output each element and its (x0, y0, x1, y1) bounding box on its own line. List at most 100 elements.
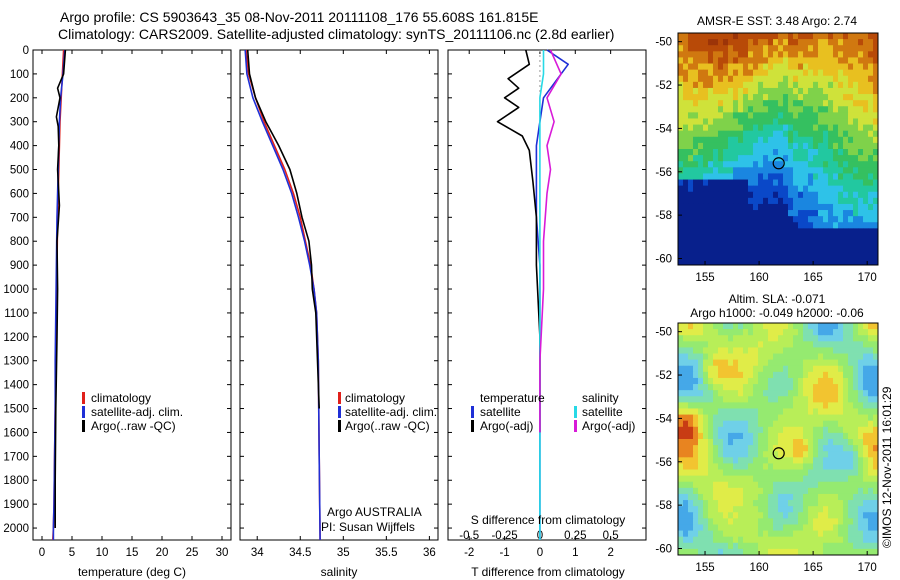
sla-cell (753, 506, 759, 513)
sst-cell (843, 240, 849, 248)
sla-cell (818, 457, 824, 464)
sla-cell (813, 347, 819, 354)
sst-cell (798, 142, 804, 150)
difference-xlabel-top: S difference from climatology (471, 513, 626, 527)
sla-cell (713, 329, 719, 336)
sla-cell (713, 377, 719, 385)
sla-cell (693, 475, 699, 483)
sla-cell (678, 548, 684, 556)
sst-cell (798, 240, 804, 248)
sst-cell (723, 246, 729, 254)
sst-cell (773, 39, 779, 46)
sst-cell (838, 197, 844, 205)
sla-cell (738, 463, 744, 470)
sla-cell (708, 323, 714, 330)
sla-cell (823, 439, 829, 446)
sla-cell (838, 481, 844, 489)
sla-cell (698, 390, 704, 397)
sst-cell (693, 106, 699, 113)
sla-cell (798, 469, 804, 477)
sst-cell (678, 112, 684, 119)
sst-cell (853, 124, 859, 132)
depth-tick-label: 300 (10, 117, 29, 129)
sst-cell (748, 75, 754, 83)
depth-tick-label: 1200 (3, 332, 29, 344)
sst-cell (718, 185, 724, 193)
sst-cell (813, 45, 819, 52)
sla-cell (808, 445, 814, 452)
sst-cell (813, 246, 819, 254)
sla-cell (738, 524, 744, 531)
sla-cell (713, 445, 719, 452)
sst-cell (783, 81, 789, 89)
sst-cell (773, 81, 779, 89)
sla-cell (853, 408, 859, 415)
sla-cell (848, 329, 854, 336)
sla-lat-label: -52 (655, 370, 672, 382)
sst-cell (848, 94, 854, 101)
sst-cell (858, 197, 864, 205)
sst-cell (708, 216, 714, 223)
sla-cell (693, 524, 699, 531)
sst-cell (813, 51, 819, 58)
sst-cell (858, 112, 864, 119)
sla-cell (773, 426, 779, 434)
sla-map-title-line1: Altim. SLA: -0.071 (729, 292, 826, 306)
sst-cell (838, 179, 844, 187)
sst-cell (853, 136, 859, 144)
sla-cell (788, 414, 794, 422)
sst-cell (763, 118, 769, 125)
sst-cell (738, 155, 744, 162)
sla-cell (868, 475, 874, 483)
sla-cell (853, 341, 859, 348)
sst-cell (813, 179, 819, 187)
sst-cell (803, 246, 809, 254)
sla-cell (848, 408, 854, 415)
sst-cell (748, 81, 754, 89)
sst-cell (728, 136, 734, 144)
sla-cell (798, 512, 804, 519)
sla-cell (688, 524, 694, 531)
sla-cell (818, 426, 824, 434)
sst-cell (733, 240, 739, 248)
sla-cell (703, 542, 709, 550)
sst-cell (678, 228, 684, 235)
sst-cell (693, 185, 699, 193)
sst-cell (798, 136, 804, 144)
sla-cell (833, 396, 839, 403)
sla-cell (693, 542, 699, 550)
sla-cell (808, 536, 814, 544)
sst-cell (803, 81, 809, 89)
sst-cell (823, 69, 829, 77)
sst-cell (738, 228, 744, 235)
sla-cell (723, 469, 729, 477)
sla-cell (753, 329, 759, 336)
sla-cell (718, 481, 724, 489)
sla-cell (818, 445, 824, 452)
sst-cell (728, 210, 734, 217)
sla-cell (688, 377, 694, 385)
sla-cell (783, 506, 789, 513)
sst-cell (853, 246, 859, 254)
sst-cell (738, 222, 744, 229)
sst-cell (708, 167, 714, 174)
sla-cell (688, 512, 694, 519)
sla-cell (778, 384, 784, 391)
sla-cell (808, 451, 814, 458)
difference-legend-temperature-title: temperature (480, 391, 545, 405)
sla-cell (808, 396, 814, 403)
sla-cell (798, 530, 804, 538)
difference-legend-t-argo: Argo(-adj) (480, 419, 533, 433)
sla-cell (688, 475, 694, 483)
sst-cell (693, 216, 699, 223)
sla-cell (763, 408, 769, 415)
sla-cell (693, 414, 699, 422)
sla-cell (733, 414, 739, 422)
sst-cell (683, 252, 689, 260)
sla-cell (808, 475, 814, 483)
sst-cell (793, 51, 799, 58)
sst-cell (703, 167, 709, 174)
difference-legend-s-argo: Argo(-adj) (582, 419, 635, 433)
sla-cell (863, 432, 869, 440)
sst-cell (738, 87, 744, 95)
